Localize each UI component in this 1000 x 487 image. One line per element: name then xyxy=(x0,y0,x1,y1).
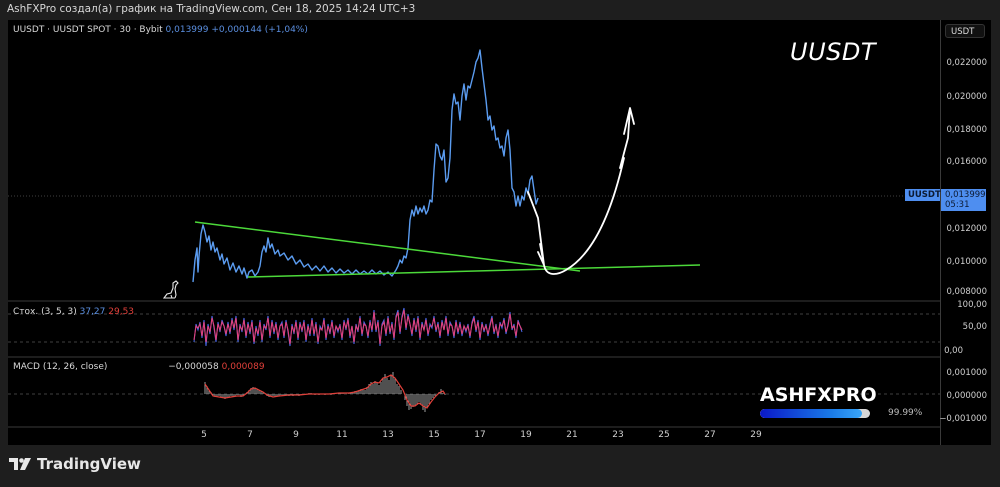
time-label: 13 xyxy=(382,430,394,440)
price-line xyxy=(192,49,539,283)
price-label: 0,010000 xyxy=(946,257,987,267)
brand-progress-fill xyxy=(760,409,862,418)
price-tag-countdown: 05:31 xyxy=(945,200,970,210)
macd-legend[interactable]: MACD (12, 26, close) −0,000058 0,000089 xyxy=(13,362,265,372)
time-label: 25 xyxy=(658,430,670,440)
descending-trendline xyxy=(194,221,581,272)
stochastic-legend[interactable]: Стох. (3, 5, 3) 37,27 29,53 xyxy=(13,307,134,317)
symbol-name: UUSDT · UUSDT SPOT · 30 · Bybit xyxy=(13,25,163,35)
price-change: +0,000144 (+1,04%) xyxy=(211,25,308,35)
tradingview-logo[interactable]: TradingView xyxy=(9,455,141,473)
time-axis[interactable]: 5 7 9 11 13 15 17 19 21 23 25 27 29 xyxy=(8,427,940,445)
macd-signal-line xyxy=(204,374,446,409)
time-label: 23 xyxy=(612,430,624,440)
macd-histogram xyxy=(204,372,446,412)
dinosaur-icon[interactable] xyxy=(161,279,183,301)
ashfxpro-branding: ASHFXPRO 99.99% xyxy=(760,384,922,418)
projection-arrow xyxy=(527,107,635,275)
price-label: 0,020000 xyxy=(946,92,987,102)
macd-value: −0,000058 xyxy=(168,362,219,372)
tradingview-logo-text: TradingView xyxy=(37,455,141,473)
symbol-watermark: UUSDT xyxy=(790,38,877,66)
brand-progress-value: 99.99% xyxy=(888,408,923,418)
macd-axis-label: 0,001000 xyxy=(946,368,987,378)
stoch-axis-label: 100,00 xyxy=(957,300,987,310)
stoch-axis-label: 50,00 xyxy=(962,322,987,332)
price-tag: 0,013999 05:31 xyxy=(941,189,986,211)
macd-axis-label: −0,001000 xyxy=(939,414,987,424)
stoch-d-line xyxy=(193,309,523,345)
stoch-axis-label: 0,00 xyxy=(944,346,963,356)
chart-caption: AshFXPro создал(а) график на TradingView… xyxy=(7,3,416,15)
price-tag-value: 0,013999 xyxy=(945,190,986,200)
symbol-legend[interactable]: UUSDT · UUSDT SPOT · 30 · Bybit 0,013999… xyxy=(13,25,308,35)
price-label: 0,018000 xyxy=(946,125,987,135)
macd-title: MACD (12, 26, close) xyxy=(13,362,108,372)
price-axis[interactable]: USDT 0,022000 0,020000 0,018000 0,016000… xyxy=(939,20,991,445)
last-price: 0,013999 xyxy=(165,25,209,35)
time-label: 9 xyxy=(293,430,299,440)
price-label: 0,022000 xyxy=(946,58,987,68)
price-tag-symbol: UUSDT xyxy=(905,189,941,201)
time-label: 11 xyxy=(336,430,348,440)
time-label: 5 xyxy=(201,430,207,440)
time-label: 29 xyxy=(750,430,762,440)
chart-canvas xyxy=(8,49,940,428)
stoch-k-value: 37,27 xyxy=(79,307,106,317)
time-label: 7 xyxy=(247,430,253,440)
macd-signal-value: 0,000089 xyxy=(221,362,265,372)
time-label: 19 xyxy=(520,430,532,440)
macd-axis-label: 0,000000 xyxy=(946,391,987,401)
brand-name: ASHFXPRO xyxy=(760,384,877,406)
tradingview-logo-icon xyxy=(9,458,31,470)
stoch-title: Стох. (3, 5, 3) xyxy=(13,307,77,317)
price-label: 0,012000 xyxy=(946,224,987,234)
price-label: 0,016000 xyxy=(946,157,987,167)
currency-selector[interactable]: USDT xyxy=(945,24,985,38)
time-label: 17 xyxy=(474,430,486,440)
support-trendline xyxy=(247,264,701,278)
price-label: 0,008000 xyxy=(946,287,987,297)
time-label: 27 xyxy=(704,430,716,440)
time-label: 21 xyxy=(566,430,578,440)
brand-progress-bar xyxy=(760,409,870,418)
stoch-d-value: 29,53 xyxy=(108,307,135,317)
chart-area[interactable]: UUSDT · UUSDT SPOT · 30 · Bybit 0,013999… xyxy=(8,20,991,445)
time-label: 15 xyxy=(428,430,440,440)
